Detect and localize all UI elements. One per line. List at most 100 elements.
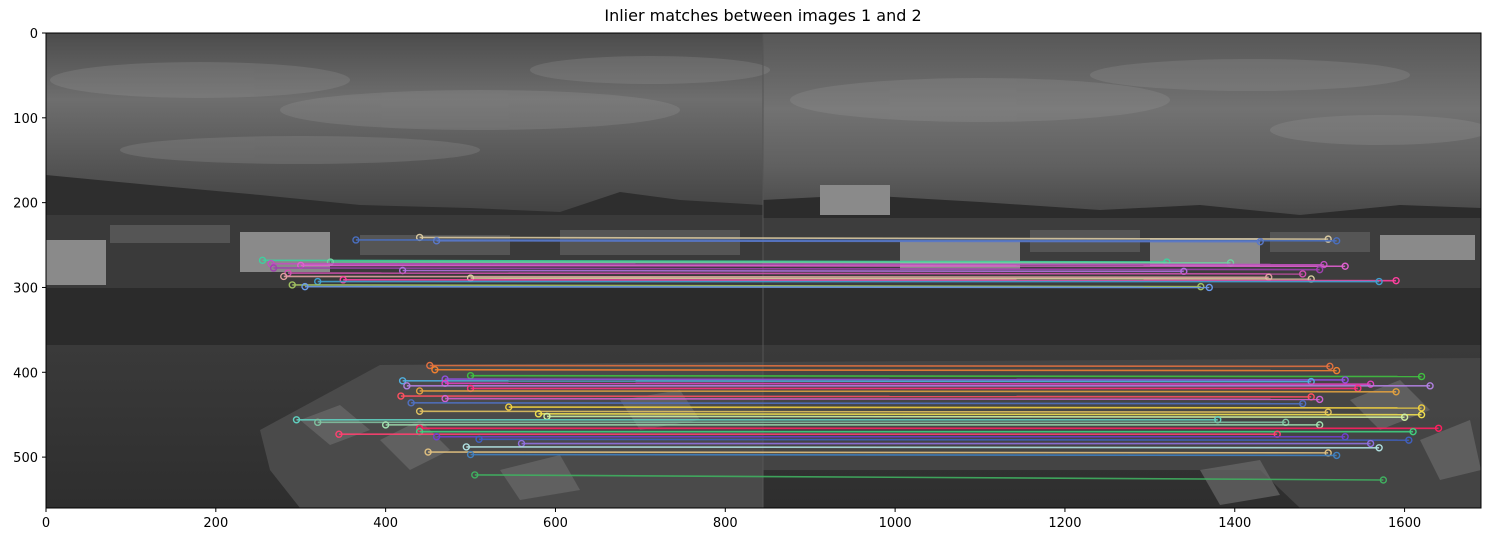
- y-axis: 0 100 200 300 400 500: [13, 27, 46, 466]
- plot-frame: [45, 32, 1482, 509]
- keypoint-marker: [1315, 395, 1324, 404]
- keypoint-marker: [280, 272, 288, 281]
- x-tick-label: 1600: [1388, 516, 1421, 531]
- keypoint-marker: [424, 448, 432, 456]
- keypoint-marker: [1379, 476, 1388, 484]
- clouds: [50, 56, 1481, 164]
- y-tick-label: 300: [13, 281, 38, 296]
- keypoint-marker: [288, 281, 296, 289]
- match-line: [283, 275, 1269, 279]
- matched-image-pair: [46, 33, 1481, 508]
- keypoint-marker: [1341, 262, 1349, 270]
- x-tick-label: 0: [42, 516, 50, 531]
- match-line: [546, 415, 1405, 419]
- y-tick-label: 0: [30, 27, 38, 42]
- match-line: [474, 474, 1384, 481]
- keypoint-marker: [1366, 439, 1375, 448]
- keypoint-marker: [335, 430, 343, 438]
- keypoint-marker: [1434, 424, 1443, 432]
- y-tick-label: 100: [13, 112, 38, 127]
- keypoint-marker: [415, 407, 424, 416]
- keypoint-marker: [339, 276, 347, 284]
- keypoint-marker: [1392, 276, 1400, 285]
- match-line: [470, 453, 1337, 457]
- keypoint-marker: [1298, 270, 1307, 278]
- keypoint-marker: [466, 450, 475, 459]
- keypoint-marker: [1197, 282, 1205, 291]
- keypoint-marker: [381, 421, 390, 429]
- keypoint-marker: [407, 399, 415, 407]
- match-line: [436, 240, 1261, 243]
- keypoint-marker: [1315, 265, 1324, 274]
- keypoint-marker: [397, 392, 405, 400]
- y-tick-label: 200: [13, 197, 38, 212]
- keypoint-marker: [471, 471, 479, 479]
- match-line: [304, 285, 1210, 289]
- x-axis: 0 200 400 600 800 1000 1200 1400 1600: [42, 508, 1421, 531]
- match-line: [411, 402, 1303, 405]
- match-line: [429, 364, 1330, 368]
- x-tick-label: 1400: [1218, 516, 1251, 531]
- match-line: [300, 264, 1346, 268]
- match-lines: [258, 233, 1443, 484]
- x-tick-label: 1000: [879, 516, 912, 531]
- keypoint-marker: [398, 377, 407, 385]
- y-tick-label: 400: [13, 366, 38, 381]
- keypoint-marker: [1417, 410, 1426, 419]
- keypoint-marker: [1392, 388, 1400, 396]
- keypoint-marker: [269, 264, 278, 272]
- keypoint-marker: [301, 282, 309, 291]
- x-tick-label: 200: [203, 516, 228, 531]
- keypoint-marker: [426, 361, 434, 370]
- match-line: [343, 279, 1397, 282]
- x-tick-label: 400: [373, 516, 398, 531]
- keypoint-marker: [505, 403, 513, 411]
- keypoint-marker: [1298, 399, 1307, 408]
- keypoint-marker: [432, 237, 441, 245]
- keypoint-marker: [1400, 413, 1409, 421]
- match-line: [402, 269, 1184, 273]
- match-line: [262, 259, 1167, 263]
- match-line: [538, 413, 1422, 416]
- keypoint-marker: [1405, 436, 1413, 444]
- match-line: [466, 446, 1380, 449]
- match-line: [445, 378, 1346, 381]
- keypoint-marker: [1332, 237, 1341, 245]
- keypoint-marker: [1417, 372, 1426, 381]
- match-line: [508, 406, 1422, 409]
- match-line: [330, 261, 1231, 264]
- y-tick-label: 500: [13, 451, 38, 466]
- keypoint-marker: [258, 256, 267, 265]
- x-tick-label: 800: [713, 516, 738, 531]
- keypoint-marker: [441, 394, 449, 403]
- match-line: [400, 395, 1312, 398]
- keypoint-marker: [1320, 260, 1328, 269]
- keypoint-marker: [352, 236, 360, 244]
- match-line: [419, 236, 1329, 240]
- match-line: [470, 374, 1422, 378]
- match-line: [445, 382, 1371, 385]
- figure-title: Inlier matches between images 1 and 2: [604, 6, 922, 25]
- match-line: [445, 397, 1320, 401]
- keypoint-marker: [1332, 451, 1341, 460]
- match-line: [479, 438, 1409, 441]
- keypoint-marker: [432, 433, 441, 441]
- keypoint-marker: [1256, 237, 1264, 246]
- match-line: [271, 262, 1324, 266]
- keypoint-marker: [1341, 376, 1349, 384]
- keypoint-marker: [1409, 427, 1417, 436]
- keypoint-marker: [1326, 362, 1334, 371]
- keypoint-marker: [314, 418, 322, 427]
- keypoint-marker: [441, 375, 449, 383]
- match-line: [292, 284, 1201, 288]
- keypoint-marker: [1417, 404, 1426, 412]
- match-line: [434, 368, 1337, 372]
- keypoint-marker: [1366, 380, 1375, 388]
- keypoint-marker: [1324, 235, 1332, 243]
- keypoint-marker: [415, 387, 424, 395]
- keypoint-marker: [462, 443, 471, 451]
- match-line: [419, 410, 1329, 413]
- x-tick-label: 1200: [1048, 516, 1081, 531]
- right-breakwater: [763, 358, 1481, 508]
